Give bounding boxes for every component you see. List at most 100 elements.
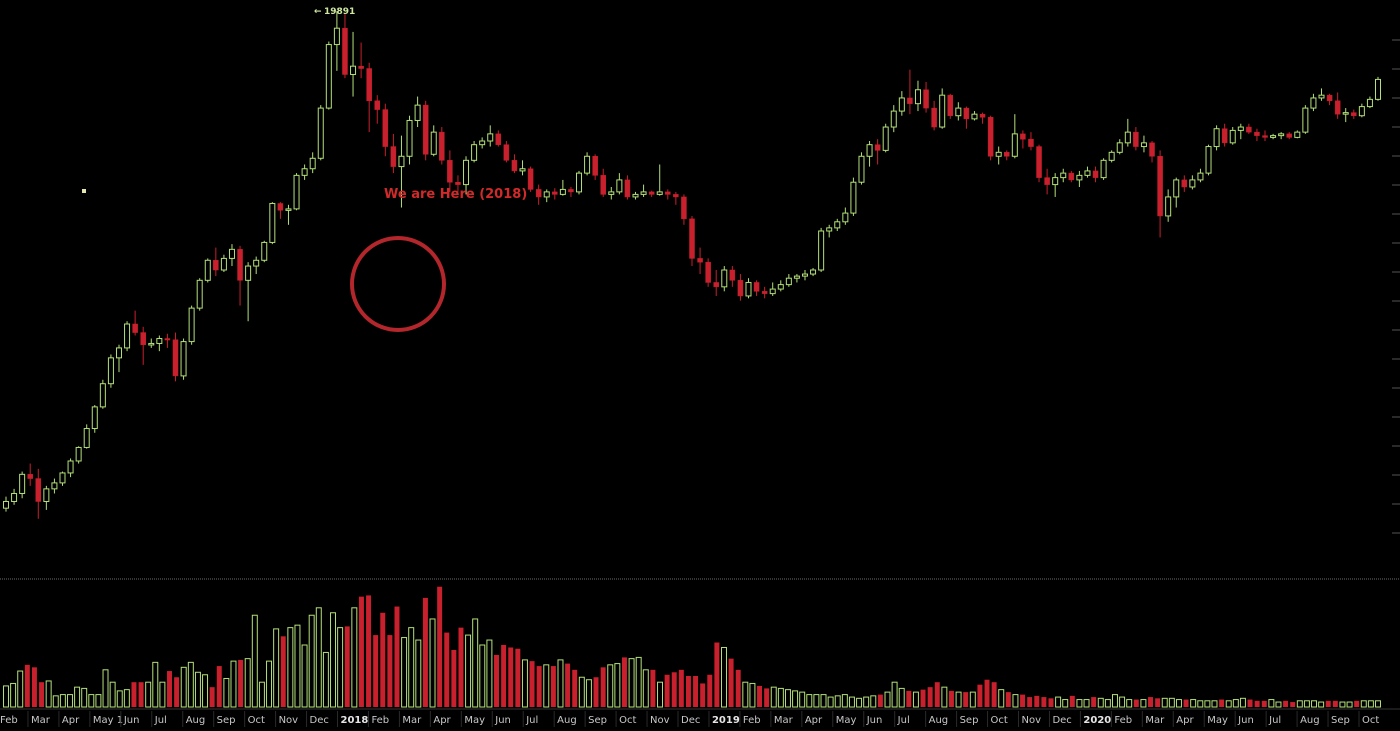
volume-bar [657, 681, 663, 708]
volume-bar [1261, 700, 1267, 707]
candle [721, 266, 728, 292]
volume-bar [820, 694, 827, 708]
candle [253, 256, 260, 275]
x-tick-label: Feb [743, 715, 761, 726]
candle-body [180, 341, 187, 377]
volume-bar [984, 679, 990, 707]
x-tick-label: 2020 [1083, 715, 1111, 726]
candle-body [1189, 179, 1196, 188]
candle [511, 154, 518, 174]
candle [43, 485, 50, 510]
candle [398, 135, 405, 208]
candle-body [874, 144, 881, 151]
volume-bar [408, 627, 415, 708]
candle [640, 184, 647, 197]
candle [366, 62, 372, 133]
candle-body [947, 94, 954, 116]
volume-bar [1161, 697, 1168, 708]
candle-body [600, 175, 606, 195]
candle-body [793, 275, 800, 279]
volume-bar [116, 690, 123, 708]
candle-body [1302, 107, 1309, 133]
candle-body [237, 249, 243, 281]
candle [2, 496, 10, 512]
x-tick-label: Nov [650, 715, 670, 726]
volume-bar [834, 695, 841, 708]
candle [455, 175, 461, 192]
candle [1084, 166, 1091, 178]
volume-bar [749, 682, 756, 708]
candle-body [414, 104, 421, 121]
volume-bar [1339, 701, 1346, 708]
candle [358, 42, 364, 79]
candle [761, 286, 768, 299]
volume-bar [238, 659, 244, 707]
volume-bar [280, 636, 286, 707]
volume-bar [1175, 699, 1182, 708]
price-pane [2, 10, 1382, 519]
volume-bar [664, 674, 670, 707]
volume-bar [109, 681, 116, 708]
candle [213, 247, 219, 277]
candle-body [317, 107, 324, 159]
volume-bar [955, 691, 962, 708]
candle-body [1270, 135, 1277, 138]
candle [713, 269, 719, 296]
candle [35, 468, 42, 519]
volume-bar [799, 691, 806, 708]
candle-body [987, 117, 994, 157]
candle [519, 160, 526, 176]
candle-body [866, 144, 873, 157]
volume-bar [444, 632, 450, 707]
candle [898, 91, 905, 116]
x-tick-label: 2019 [712, 715, 740, 726]
volume-bar [167, 671, 172, 707]
candle-body [228, 248, 235, 259]
candle-body [325, 44, 332, 109]
volume-bar [557, 659, 564, 708]
candle [1149, 141, 1155, 163]
candle-body [1351, 112, 1357, 116]
x-tick-label: Feb [0, 715, 18, 726]
candle [350, 31, 357, 97]
volume-bar [848, 696, 855, 708]
candle-body [963, 107, 970, 120]
candle [616, 173, 623, 195]
volume-bar [948, 690, 954, 707]
candle-body [801, 273, 808, 277]
candle-body [511, 160, 518, 172]
volume-bar [322, 651, 329, 708]
volume-bar [1062, 699, 1069, 708]
candle-body [1124, 131, 1131, 144]
volume-bar [550, 666, 556, 707]
candle [487, 125, 494, 147]
volume-bar [671, 672, 677, 707]
x-tick-label: Mar [774, 715, 794, 726]
volume-bar [1091, 697, 1097, 707]
candle-body [293, 174, 300, 210]
candle [1374, 76, 1382, 101]
candle-body [1173, 179, 1180, 198]
volume-bar [344, 626, 350, 707]
x-tick-label: Aug [1300, 715, 1320, 726]
volume-bar [770, 686, 777, 708]
candle-body [479, 140, 486, 146]
peak-arrow-icon: ← [314, 7, 322, 17]
candle-body [931, 107, 937, 128]
volume-bar [998, 689, 1005, 708]
candle-body [519, 168, 526, 172]
candle-body [220, 257, 227, 271]
candle-body [898, 97, 905, 112]
candle [1205, 144, 1212, 176]
candle-body [576, 172, 583, 193]
volume-bar [358, 596, 364, 707]
volume-bar [877, 694, 883, 707]
volume-bar [841, 694, 848, 708]
candle [600, 168, 606, 197]
candle [552, 188, 558, 200]
volume-bar [102, 669, 109, 708]
candle [543, 189, 550, 203]
candle-body [1374, 78, 1382, 100]
candle-body [1205, 146, 1212, 174]
